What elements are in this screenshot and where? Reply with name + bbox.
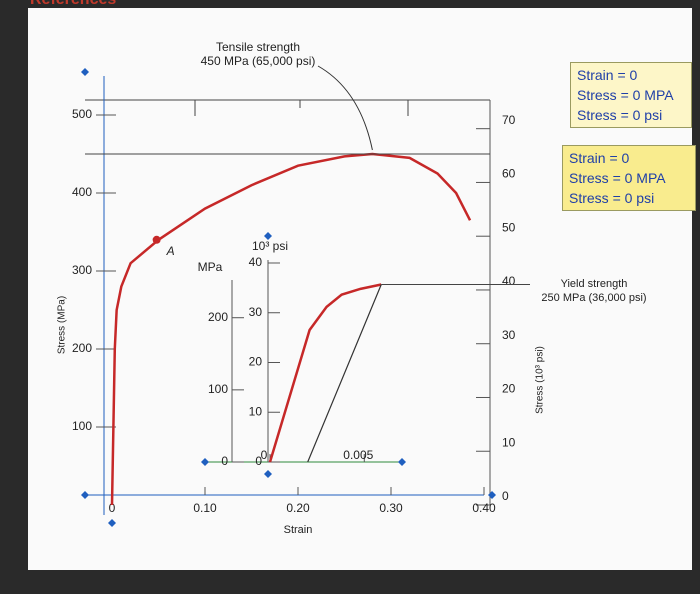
axis-marker bbox=[108, 519, 116, 527]
y2-tick-label: 0 bbox=[255, 454, 262, 468]
y2-tick-label: 30 bbox=[502, 328, 516, 342]
y2-tick-label: 60 bbox=[502, 167, 516, 181]
x-tick-label: 0.30 bbox=[379, 501, 403, 515]
point-label: A bbox=[166, 244, 175, 258]
x-tick-label: 0 bbox=[109, 501, 116, 515]
y-tick-label: 300 bbox=[72, 263, 92, 277]
y2-tick-label: 40 bbox=[249, 255, 263, 269]
y-tick-label: 100 bbox=[208, 382, 228, 396]
y-tick-label: 200 bbox=[72, 341, 92, 355]
readout-box: Strain = 0 Stress = 0 MPA Stress = 0 psi bbox=[570, 62, 692, 128]
y2-axis-label: 10³ psi bbox=[252, 239, 288, 253]
x-tick-label: 0.20 bbox=[286, 501, 310, 515]
x-tick-label: 0.10 bbox=[193, 501, 217, 515]
axis-marker bbox=[264, 470, 272, 478]
axis-marker bbox=[398, 458, 406, 466]
readout: Stress = 0 psi bbox=[577, 107, 663, 123]
annotation-text: 450 MPa (65,000 psi) bbox=[201, 54, 316, 68]
x-tick-label: 0.005 bbox=[343, 448, 373, 462]
readout: Stress = 0 MPA bbox=[577, 87, 674, 103]
readout: Strain = 0 bbox=[577, 67, 638, 83]
y2-axis-label: Stress (10³ psi) bbox=[535, 346, 546, 414]
y2-tick-label: 10 bbox=[502, 435, 516, 449]
screen-bezel bbox=[0, 570, 700, 594]
y-axis-label: Stress (MPa) bbox=[57, 296, 68, 354]
axis-marker bbox=[201, 458, 209, 466]
y2-tick-label: 70 bbox=[502, 113, 516, 127]
x-axis-label: Strain bbox=[284, 524, 313, 536]
x-tick-label: 0 bbox=[261, 448, 268, 462]
x-tick-label: 0.40 bbox=[472, 501, 496, 515]
readout: Strain = 0 bbox=[569, 150, 630, 166]
header-title: References bbox=[30, 0, 116, 8]
annotation-text: Tensile strength bbox=[216, 40, 300, 54]
annotation-text: Yield strength bbox=[561, 278, 628, 290]
stress-strain-curve bbox=[110, 152, 472, 506]
readout-box: Strain = 0 Stress = 0 MPA Stress = 0 psi bbox=[562, 145, 696, 211]
y-tick-label: 0 bbox=[221, 454, 228, 468]
y2-tick-label: 0 bbox=[502, 489, 509, 503]
offset-line bbox=[307, 284, 382, 463]
y2-tick-label: 20 bbox=[502, 382, 516, 396]
annotation-text: 250 MPa (36,000 psi) bbox=[541, 292, 646, 304]
y-tick-label: 400 bbox=[72, 185, 92, 199]
axis-marker bbox=[488, 491, 496, 499]
axis-marker bbox=[264, 232, 272, 240]
stress-strain-curve bbox=[268, 283, 382, 463]
y2-tick-label: 30 bbox=[249, 305, 263, 319]
y-tick-label: 200 bbox=[208, 310, 228, 324]
y2-tick-label: 20 bbox=[249, 355, 263, 369]
axis-marker bbox=[81, 68, 89, 76]
axis-marker bbox=[81, 491, 89, 499]
point bbox=[152, 235, 161, 244]
y-tick-label: 100 bbox=[72, 419, 92, 433]
readout: Stress = 0 psi bbox=[569, 190, 655, 206]
y-tick-label: 500 bbox=[72, 107, 92, 121]
readout: Stress = 0 MPA bbox=[569, 170, 666, 186]
y2-tick-label: 50 bbox=[502, 220, 516, 234]
y2-tick-label: 40 bbox=[502, 274, 516, 288]
annotation-arrow bbox=[317, 65, 373, 151]
y2-tick-label: 10 bbox=[249, 404, 263, 418]
y-axis-label: MPa bbox=[198, 260, 223, 274]
